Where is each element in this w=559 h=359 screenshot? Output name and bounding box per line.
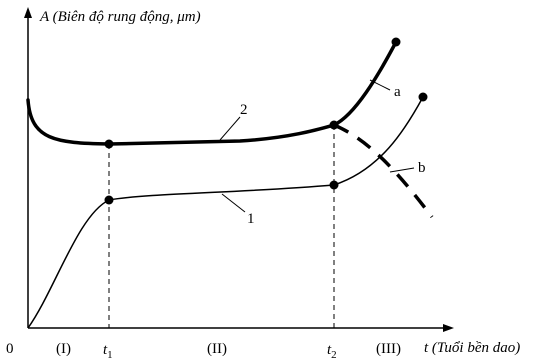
x-axis-arrow (443, 324, 454, 332)
tick-label-t1-base: t (103, 342, 108, 358)
point-curve-2-t2 (329, 120, 339, 130)
tick-label-t2-sub: 2 (331, 349, 337, 359)
curve-1-label: 1 (247, 211, 255, 227)
tick-label-t2-base: t (327, 342, 332, 358)
point-curve-1-t2 (329, 180, 339, 190)
region-label-2: (II) (207, 341, 227, 357)
origin-label: 0 (6, 341, 14, 357)
region-label-3: (III) (376, 341, 401, 357)
leader-branch-a (369, 79, 391, 91)
curve-2-thick (26, 40, 398, 146)
y-axis-label: A (Biên độ rung động, μm) (39, 9, 201, 25)
point-curve-2-t1 (104, 139, 114, 149)
y-axis-arrow (24, 7, 32, 18)
region-label-1: (I) (56, 341, 71, 357)
tick-label-t1: t1 (103, 342, 113, 359)
tick-label-t2: t2 (327, 342, 337, 359)
branch-b-label: b (418, 160, 426, 176)
x-axis-label: t (Tuổi bền dao) (424, 340, 520, 356)
leader-curve-2 (219, 116, 241, 141)
curve-2-label: 2 (240, 102, 248, 118)
tick-label-t1-sub: 1 (107, 349, 113, 359)
curve-1-thin (27, 96, 424, 329)
point-curve-1-end (418, 92, 428, 102)
curve-2-dashed-branch (333, 123, 434, 219)
leader-curve-1 (221, 193, 246, 213)
point-curve-1-t1 (104, 195, 114, 205)
branch-a-label: a (394, 84, 401, 100)
leader-branch-b (389, 167, 415, 173)
point-curve-2-end (391, 37, 401, 47)
